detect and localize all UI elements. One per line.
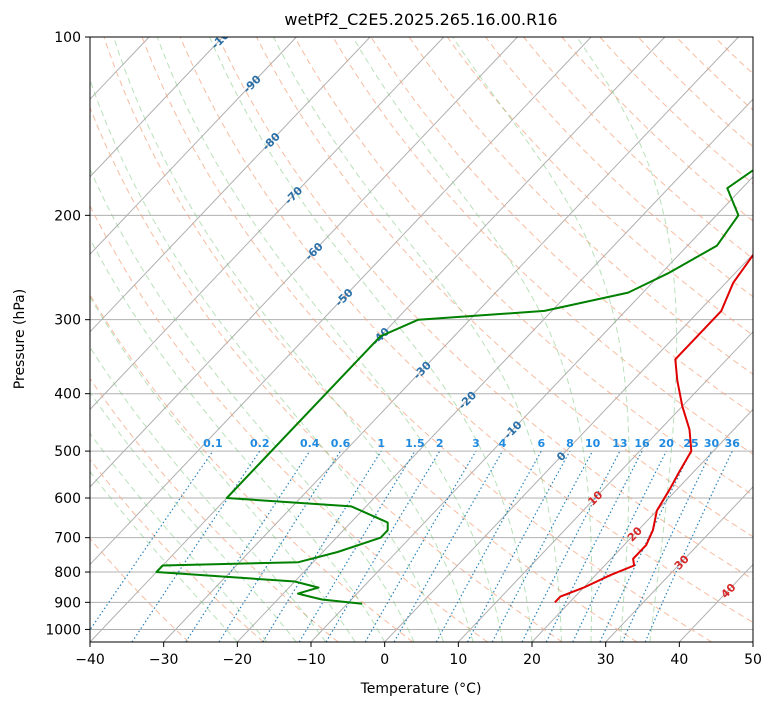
isotherm-line <box>163 37 739 642</box>
isotherm-line <box>605 486 753 642</box>
mixing-ratio-label: 4 <box>499 437 507 450</box>
dry-adiabat-line <box>217 37 753 580</box>
isotherm-line <box>457 331 753 642</box>
mixing-ratio-label: 1.5 <box>405 437 425 450</box>
mixing-ratio-label: 6 <box>538 437 546 450</box>
x-axis: −40 −30 −20 −10 0 10 20 30 40 50 <box>75 642 762 668</box>
y-tick-label: 800 <box>54 565 81 581</box>
moist-adiabat-line <box>90 346 327 642</box>
y-tick-label: 300 <box>54 313 81 329</box>
mixing-ratio-line <box>393 450 504 642</box>
isotherm-line <box>531 408 753 642</box>
dry-adiabat-line <box>90 537 190 642</box>
x-tick-label: −10 <box>296 652 326 668</box>
x-tick-label: −40 <box>75 652 105 668</box>
moist-adiabat-line <box>113 37 474 642</box>
y-tick-label: 400 <box>54 387 81 403</box>
mixing-ratio-line <box>644 450 733 642</box>
dry-adiabat-line <box>179 37 753 623</box>
isotherm-line <box>90 37 592 566</box>
dewpoint-line <box>155 169 753 605</box>
isotherm-line <box>384 253 753 642</box>
dry-adiabat-line <box>561 37 753 222</box>
mixing-ratio-label: 8 <box>566 437 574 450</box>
dry-adiabat-line <box>90 377 339 642</box>
isotherm-line <box>90 37 445 411</box>
x-tick-label: 10 <box>449 652 467 668</box>
dry-adiabat-line <box>599 37 753 185</box>
y-tick-label: 500 <box>54 444 81 460</box>
mixing-ratio-line <box>298 450 416 642</box>
mixing-ratio-label: 30 <box>704 437 720 450</box>
dry-adiabat-line <box>90 204 488 642</box>
plot-frame <box>89 36 754 643</box>
dry-adiabat-line <box>637 37 753 148</box>
moist-adiabat-line <box>156 37 503 642</box>
moist-adiabat-line <box>90 470 238 642</box>
isotherm-line <box>236 98 753 642</box>
mixing-ratio-label: 0.1 <box>203 437 223 450</box>
moist-adiabat-line <box>90 432 268 642</box>
y-axis: 100 200 300 400 500 600 700 800 900 1000 <box>45 30 90 638</box>
mixing-ratio-label: 16 <box>634 437 650 450</box>
mixing-ratio-line <box>545 450 643 642</box>
moist-adiabat-line <box>352 37 593 642</box>
isotherm-line <box>90 37 297 256</box>
x-tick-label: 20 <box>523 652 541 668</box>
isotherm-line <box>90 37 518 488</box>
dry-adiabat-line <box>256 37 753 538</box>
y-tick-label: 600 <box>54 491 81 507</box>
dry-adiabat-line <box>103 37 638 642</box>
moist-adiabat-line <box>452 37 630 642</box>
mixing-ratio-label: 0.6 <box>331 437 351 450</box>
moist-adiabat-line <box>576 37 678 642</box>
moist-adiabat-line <box>209 37 533 642</box>
moist-adiabat-line <box>273 37 562 642</box>
dry-adiabat-line <box>408 37 753 375</box>
y-tick-label: 1000 <box>45 622 81 638</box>
x-tick-label: 50 <box>744 652 762 668</box>
mixing-ratio-label: 1 <box>377 437 385 450</box>
dry-adiabat-line <box>446 37 753 336</box>
dry-adiabat-line <box>90 106 563 642</box>
chart-title: wetPf2_C2E5.2025.265.16.00.R16 <box>284 10 557 30</box>
dry-adiabat-line <box>332 37 753 455</box>
mixing-ratio-line <box>90 450 214 631</box>
mixing-ratio-label: 13 <box>612 437 627 450</box>
x-axis-title: Temperature (°C) <box>360 681 482 697</box>
isotherm-line <box>90 37 371 333</box>
mixing-ratio-label: 2 <box>436 437 444 450</box>
x-tick-label: 0 <box>380 652 389 668</box>
mixing-ratio-line <box>262 450 382 642</box>
x-tick-label: −30 <box>149 652 179 668</box>
x-tick-label: −20 <box>223 652 253 668</box>
mixing-ratio-label: 10 <box>585 437 601 450</box>
y-tick-label: 700 <box>54 531 81 547</box>
y-tick-label: 900 <box>54 595 81 611</box>
moist-adiabat-line <box>90 237 386 642</box>
mixing-ratio-label: 36 <box>725 437 741 450</box>
y-axis-title: Pressure (hPa) <box>12 289 28 389</box>
mixing-ratio-label: 0.2 <box>250 437 270 450</box>
x-tick-label: 30 <box>597 652 615 668</box>
dry-adiabat-line <box>141 37 712 642</box>
mixing-ratio-label: 3 <box>472 437 480 450</box>
x-tick-label: 40 <box>670 652 688 668</box>
dry-adiabat-line <box>294 37 753 496</box>
mixing-ratio-line <box>572 450 667 642</box>
profile-series <box>155 169 753 605</box>
mixing-ratio-line <box>466 450 571 642</box>
mixing-ratio-label: 0.4 <box>300 437 320 450</box>
moist-adiabat-line <box>90 391 297 642</box>
y-tick-label: 200 <box>54 208 81 224</box>
isotherm-line <box>90 37 224 178</box>
mixing-ratio-line <box>435 450 542 642</box>
moist-adiabat-line <box>90 78 445 642</box>
y-tick-label: 100 <box>54 30 81 46</box>
temperature-line <box>554 253 753 603</box>
mixing-ratio-label: 20 <box>659 437 675 450</box>
